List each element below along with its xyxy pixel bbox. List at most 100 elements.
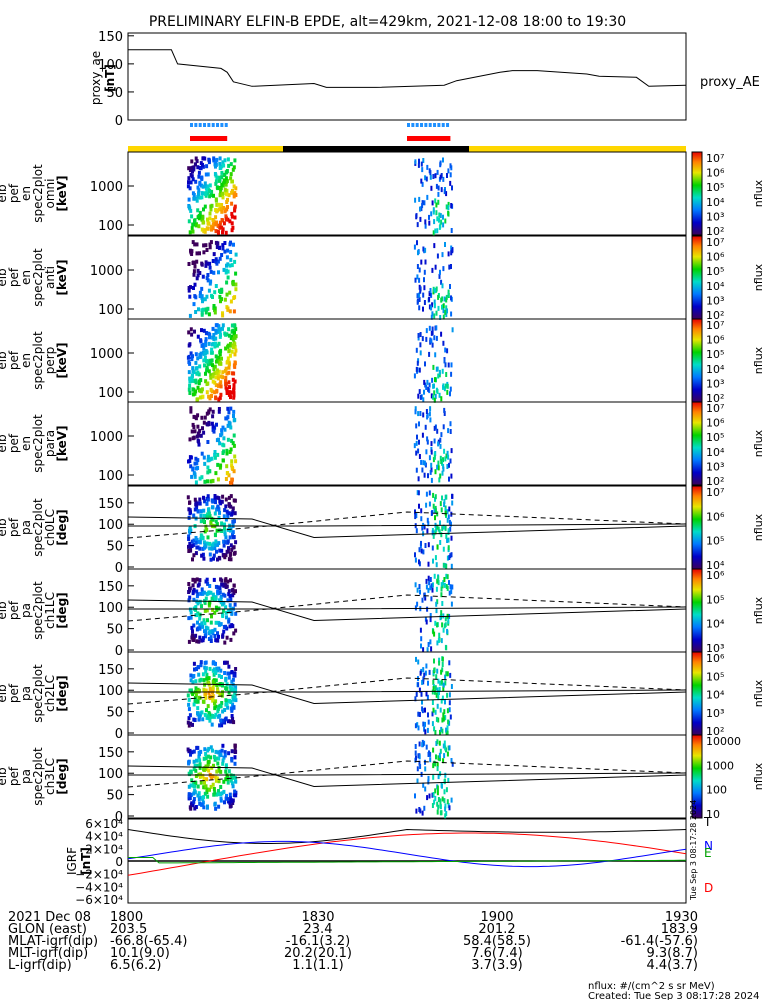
ylabel-line-para: spec2plot xyxy=(31,414,45,473)
colorbar-tick-ch3: 1000 xyxy=(706,759,734,772)
ytick-label-omni: 1000 xyxy=(90,180,123,195)
ylabel-line-anti: en xyxy=(19,270,33,285)
ephemeris-row-label: MLT-igrf(dip) xyxy=(8,946,88,961)
science-zone-bar xyxy=(190,136,228,141)
colorbar-tick-perp: 10² xyxy=(706,392,724,405)
ae-right-label: proxy_AE xyxy=(700,75,760,90)
ephemeris-value: 7.6(7.4) xyxy=(471,946,523,961)
ylabel-line-ch1: ch1LC xyxy=(43,592,57,629)
colorbar-label-text-anti: nflux xyxy=(752,263,765,291)
ephemeris-value: 23.4 xyxy=(304,922,333,937)
colorbar-label-ch1: nflux xyxy=(752,596,765,624)
ae-ytick-label: 0 xyxy=(115,114,123,129)
colorbar-tick-ch1: 10⁶ xyxy=(706,569,725,582)
colorbar-tick-perp: 10⁴ xyxy=(706,363,725,376)
footer-created: Created: Tue Sep 3 08:17:28 2024 xyxy=(588,991,760,1000)
ytick-label-ch2: 150 xyxy=(98,663,123,678)
colorbar-tick-omni: 10⁶ xyxy=(706,167,725,180)
colorbar-tick-ch2: 10⁶ xyxy=(706,652,725,665)
ytick-label-ch1: 150 xyxy=(98,580,123,595)
loss-cone-line-ch3 xyxy=(127,765,687,787)
heatmap-omni xyxy=(186,156,454,236)
ephemeris-value: 183.9 xyxy=(661,922,698,937)
colorbar-ch1 xyxy=(691,568,703,653)
ephemeris-value: 9.3(8.7) xyxy=(647,946,699,961)
colorbar-tick-omni: 10³ xyxy=(706,210,724,223)
ylabel-line-perp: perp xyxy=(43,347,57,375)
ylabel-line-para: para xyxy=(43,430,57,457)
ytick-label-ch0: 150 xyxy=(98,497,123,512)
heatmap-ch3 xyxy=(186,739,454,819)
colorbar-perp xyxy=(691,318,703,403)
ylabel-line-ch0: spec2plot xyxy=(31,498,45,557)
igrf-east-line xyxy=(128,857,686,864)
ephemeris-value: 10.1(9.0) xyxy=(110,946,170,961)
science-zone-tick xyxy=(194,123,198,127)
science-zone-tick xyxy=(415,123,419,127)
ylabel-line-ch1: spec2plot xyxy=(31,581,45,640)
ephemeris-row-label: 2021 Dec 08 xyxy=(8,910,91,925)
ephemeris-value: 1830 xyxy=(301,910,334,925)
ytick-label-ch0: 0 xyxy=(115,561,123,576)
chart-title: PRELIMINARY ELFIN-B EPDE, alt=429km, 202… xyxy=(149,14,626,30)
colorbar-label-text-perp: nflux xyxy=(752,346,765,374)
colorbar-anti xyxy=(691,235,703,320)
igrf-side-note: Tue Sep 3 08:17:28 2024 xyxy=(689,800,698,901)
perp-line-ch1 xyxy=(128,606,687,610)
colorbar-tick-omni: 10⁴ xyxy=(706,196,725,209)
ylabel-line-ch3: pa xyxy=(19,769,33,784)
science-zone-tick xyxy=(446,123,450,127)
colorbar-label-text-omni: nflux xyxy=(752,179,765,207)
colorbar-tick-anti: 10⁵ xyxy=(706,265,724,278)
science-zone-tick xyxy=(411,123,415,127)
colorbar-tick-perp: 10⁶ xyxy=(706,334,725,347)
ylabel-line-anti: pef xyxy=(7,267,21,287)
loss-cone-line-ch1 xyxy=(127,599,687,621)
ylabel-line-ch1: pa xyxy=(19,603,33,618)
colorbar-tick-anti: 10⁶ xyxy=(706,251,725,264)
ae-ylabel-name: proxy_ae xyxy=(89,51,103,105)
panel-frame-ch3 xyxy=(127,734,687,819)
ytick-label-perp: 1000 xyxy=(90,347,123,362)
anti-loss-cone-line-ch3 xyxy=(127,760,687,788)
ephemeris-value: 203.5 xyxy=(110,922,147,937)
ylabel-line-ch0: pa xyxy=(19,520,33,535)
ylabel-line-perp: en xyxy=(19,353,33,368)
ytick-label-ch3: 50 xyxy=(106,789,123,804)
science-zone-tick xyxy=(433,123,437,127)
ylabel-line-omni: pef xyxy=(7,183,21,203)
ylabel-line-ch3: pef xyxy=(7,766,21,786)
ylabel-line-perp: pef xyxy=(7,350,21,370)
ylabel-line-ch3: elb xyxy=(0,767,9,785)
ylabel-line-ch2: [deg] xyxy=(55,675,69,711)
colorbar-tick-perp: 10⁵ xyxy=(706,348,724,361)
colorbar-label-anti: nflux xyxy=(752,263,765,291)
colorbar-tick-ch2: 10² xyxy=(706,725,724,738)
ylabel-line-ch0: elb xyxy=(0,518,9,536)
ylabel-line-ch1: pef xyxy=(7,600,21,620)
colorbar-tick-para: 10⁷ xyxy=(706,402,724,415)
colorbar-label-ch0: nflux xyxy=(752,513,765,541)
ylabel-line-ch0: ch0LC xyxy=(43,509,57,546)
colorbar-ch0 xyxy=(691,485,703,570)
colorbar-tick-ch3: 100 xyxy=(706,784,727,797)
igrf-ytick-label: −4×10⁴ xyxy=(75,880,123,894)
colorbar-label-text-ch2: nflux xyxy=(752,679,765,707)
ephemeris-value: -61.4(-57.6) xyxy=(621,934,698,949)
ephemeris-value: -66.8(-65.4) xyxy=(110,934,187,949)
igrf-ylabel-name: IGRF xyxy=(65,847,79,875)
ylabel-line-ch3: spec2plot xyxy=(31,747,45,806)
igrf-north-line xyxy=(127,840,687,868)
ephemeris-value: 58.4(58.5) xyxy=(463,934,531,949)
perp-line-ch2 xyxy=(128,689,687,693)
colorbar-tick-perp: 10³ xyxy=(706,377,724,390)
ytick-label-ch3: 150 xyxy=(98,746,123,761)
colorbar-ch3 xyxy=(691,734,703,819)
colorbar-tick-ch2: 10⁴ xyxy=(706,689,725,702)
science-zone-tick xyxy=(437,123,441,127)
ytick-label-anti: 1000 xyxy=(90,264,123,279)
